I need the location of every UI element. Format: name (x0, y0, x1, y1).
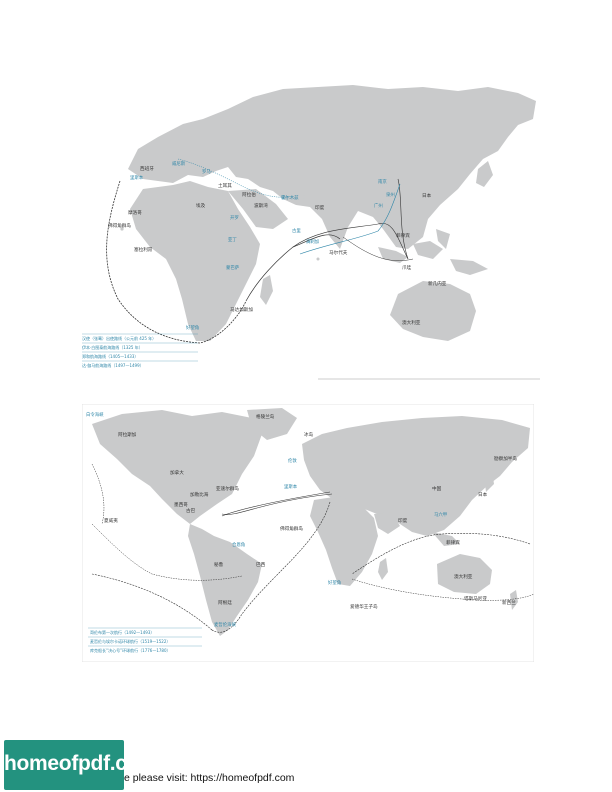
label-jiabei: 古巴 (186, 507, 196, 514)
map1-islands (120, 195, 320, 261)
label-aodaliya2: 澳大利亚 (454, 573, 473, 580)
label-gulifu: 古里 (292, 227, 301, 234)
label-taozhi: 霍尔木兹 (281, 194, 299, 201)
label-riben2: 日本 (478, 491, 488, 498)
label-bingdao: 冰岛 (304, 431, 314, 438)
label-bosiwan: 波斯湾 (254, 202, 268, 209)
label-feilvbin2: 菲律宾 (446, 539, 460, 546)
label-baiheng: 白令海峡 (86, 411, 104, 418)
label-madajiasijia: 马达加斯加 (230, 306, 253, 313)
map1-legend-1: 伊本·白图泰航海路线（1325 年） (82, 344, 143, 350)
label-maliuqi: 马六甲 (434, 511, 447, 518)
label-jiamaijia: 加勒比海 (190, 491, 209, 498)
map2-labels-black: 格陵兰岛 冰岛 阿拉斯加 加拿大 中国 印度 日本 夏威夷 巴西 秘鲁 阿根廷 … (104, 413, 517, 610)
label-saiqiliya: 塞拉利昂 (134, 246, 153, 253)
label-yinni: 爪哇 (402, 264, 412, 271)
label-malifu: 马尔代夫 (329, 249, 348, 256)
map1-legend: 汉使（张骞）出使路线（公元前 425 年） 伊本·白图泰航海路线（1325 年）… (82, 333, 198, 368)
label-bila: 巴西 (256, 562, 266, 568)
label-xibanya2: 亚速尔群岛 (216, 485, 239, 492)
label-lisiben: 里斯本 (284, 483, 298, 490)
label-haowangjiao2: 好望角 (328, 579, 341, 586)
footer-link-text[interactable]: e please visit: https://homeofpdf.com (124, 772, 295, 784)
label-zhongguo: 中国 (432, 485, 442, 492)
label-feizhou: 埃及 (196, 202, 206, 209)
label-baxi: 佛得角群岛 (280, 525, 303, 532)
label-aodaliya: 澳大利亚 (402, 319, 421, 326)
map1-labels-black: 西班牙 土耳其 波斯湾 阿拉伯 埃及 印度 日本 菲律宾 马尔代夫 马达加斯加 … (108, 165, 447, 326)
label-gelinglan: 格陵兰岛 (256, 413, 275, 420)
label-jianada: 加拿大 (170, 469, 184, 476)
label-haixia: 合恩角 (232, 541, 245, 548)
label-xinxilan: 新西兰 (502, 599, 516, 606)
label-bilu: 秘鲁 (214, 561, 224, 568)
label-jiaxin: 里斯本 (130, 174, 144, 181)
map1-svg: 西班牙 土耳其 波斯湾 阿拉伯 埃及 印度 日本 菲律宾 马尔代夫 马达加斯加 … (78, 79, 540, 380)
label-xinjineiya: 新几内亚 (428, 280, 447, 287)
brand-text: homeofpdf.com (4, 752, 158, 775)
map2-legend: 哥伦布第一次航行（1492—1493） 麦哲伦与埃尔卡诺环球航行（1519—15… (88, 627, 202, 653)
map2-legend-1: 麦哲伦与埃尔卡诺环球航行（1519—1522） (90, 638, 170, 644)
label-kaluo: 开罗 (230, 215, 239, 221)
label-lundun: 伦敦 (288, 457, 297, 464)
label-alabo: 阿拉伯 (242, 191, 256, 198)
label-weinisi: 威尼斯 (172, 160, 186, 167)
map2-routes (91, 463, 534, 633)
map2-landmasses (92, 408, 530, 636)
label-wangzi: 爱德华王子岛 (350, 603, 378, 610)
map-silk-road-voyages: 西班牙 土耳其 波斯湾 阿拉伯 埃及 印度 日本 菲律宾 马尔代夫 马达加斯加 … (78, 79, 540, 380)
brand-badge[interactable]: homeofpdf.com (4, 740, 158, 790)
label-haowangjiao: 好望角 (186, 324, 199, 331)
map2-svg: 哥伦布第一次航行（1492—1493） 麦哲伦与埃尔卡诺环球航行（1519—15… (82, 404, 534, 662)
label-feilvbin: 菲律宾 (396, 232, 410, 239)
label-moluoge: 摩洛哥 (128, 209, 142, 216)
label-beimei: 阿拉斯加 (118, 431, 137, 438)
label-yindu2: 印度 (398, 517, 408, 524)
label-mombasa: 蒙巴萨 (226, 264, 240, 271)
label-weidejiao: 佛得角群岛 (108, 222, 131, 229)
label-tahiti: 塔斯马尼亚 (464, 595, 487, 602)
map2-legend-0: 哥伦布第一次航行（1492—1493） (90, 629, 154, 635)
label-tuerqi: 土耳其 (218, 182, 232, 189)
label-yindu: 印度 (315, 204, 325, 211)
label-guangzhou: 广州 (374, 202, 383, 209)
label-jiacha: 勘察加半岛 (494, 455, 517, 462)
label-xibanya: 西班牙 (140, 165, 154, 172)
label-riben: 日本 (422, 192, 432, 199)
label-quanzhou: 泉州 (386, 191, 395, 198)
map1-legend-0: 汉使（张骞）出使路线（公元前 425 年） (82, 335, 156, 341)
label-xiaweiyi: 夏威夷 (104, 517, 118, 524)
map1-routes (106, 158, 414, 344)
map1-labels-blue: 威尼斯 罗马 里斯本 开罗 霍尔木兹 古里 广州 南京 泉州 满剌加 蒙巴萨 好… (130, 160, 395, 331)
label-jialifuniya: 墨西哥 (174, 502, 188, 508)
label-nanjing: 南京 (378, 178, 387, 185)
map1-landmasses (128, 85, 536, 341)
map-age-of-discovery: 哥伦布第一次航行（1492—1493） 麦哲伦与埃尔卡诺环球航行（1519—15… (82, 404, 534, 662)
map1-legend-3: 达·伽马航海路线（1497—1499） (82, 362, 144, 368)
map2-labels-blue: 白令海峡 伦敦 里斯本 麦哲伦海峡 好望角 马六甲 合恩角 (86, 411, 447, 628)
label-agenting: 阿根廷 (218, 599, 232, 606)
label-luoma: 罗马 (202, 168, 211, 175)
map2-legend-2: 库克船长“决心号”环球航行（1776—1780） (90, 647, 171, 653)
label-maijialun: 麦哲伦海峡 (214, 621, 237, 628)
label-aden: 亚丁 (228, 237, 237, 243)
map1-legend-2: 郑和航海路线（1405—1433） (82, 353, 138, 359)
label-mangjiala: 满剌加 (306, 238, 319, 245)
